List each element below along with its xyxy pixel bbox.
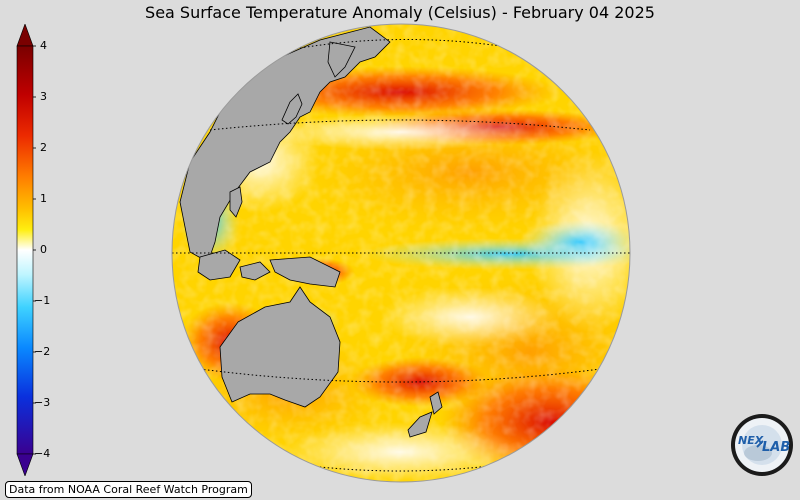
map-title: Sea Surface Temperature Anomaly (Celsius…	[145, 3, 655, 22]
colorbar-tick-label: −1	[34, 294, 51, 307]
nexlab-logo: NEX LAB	[731, 414, 793, 476]
logo-text-right: LAB	[762, 440, 790, 455]
colorbar-tick-label: 0	[40, 243, 47, 256]
colorbar-tick-label: 2	[40, 141, 47, 154]
land-masses	[179, 26, 443, 438]
colorbar	[16, 24, 36, 476]
globe-map[interactable]	[170, 22, 632, 484]
colorbar-tick-label: 1	[40, 192, 47, 205]
colorbar-min-arrow	[16, 453, 34, 476]
logo-text-left: NEX	[738, 434, 764, 447]
graticule-lines	[172, 38, 630, 472]
colorbar-tick-label: −2	[34, 345, 51, 358]
colorbar-gradient	[16, 45, 34, 455]
colorbar-tick-label: −4	[34, 447, 51, 460]
colorbar-tick-label: −3	[34, 396, 51, 409]
colorbar-max-arrow	[16, 24, 34, 47]
colorbar-tick-label: 4	[40, 39, 47, 52]
colorbar-tick-label: 3	[40, 90, 47, 103]
data-credit: Data from NOAA Coral Reef Watch Program	[5, 481, 252, 498]
